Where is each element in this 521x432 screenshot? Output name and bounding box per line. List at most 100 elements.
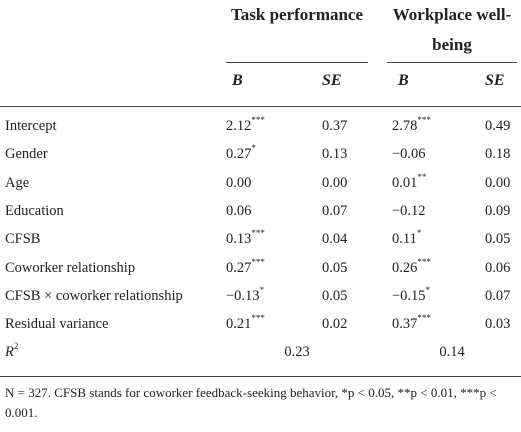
cell: 2.78***: [392, 115, 431, 135]
column-header: SE: [322, 72, 342, 89]
cell: 0.04: [322, 231, 347, 248]
cell: 0.09: [485, 203, 510, 220]
cell-value: −0.12: [392, 202, 426, 219]
cell: 0.37***: [392, 313, 431, 333]
row-label: Intercept: [5, 118, 57, 134]
cell-value: 0.21: [226, 316, 252, 333]
cell: 2.12***: [226, 115, 265, 135]
cell: 0.27*: [226, 143, 256, 163]
cell-value: 0.06: [485, 259, 511, 276]
significance: ***: [251, 228, 265, 239]
cell-value: 0.11: [392, 231, 417, 248]
group-rule: [387, 62, 517, 63]
row-label: Education: [5, 202, 64, 219]
significance: *: [259, 284, 265, 295]
cell: −0.06: [392, 146, 426, 163]
cell-value: 0.03: [485, 316, 511, 333]
header-rule: [0, 106, 521, 107]
cell-value: 0.27: [226, 146, 252, 163]
cell-value: 0.13: [226, 231, 252, 248]
significance: **: [417, 171, 427, 182]
cell: 0.02: [322, 316, 347, 333]
significance: *: [251, 143, 256, 154]
cell-value: 2.12: [226, 118, 252, 134]
cell-value: 0.49: [485, 118, 511, 134]
cell-value: 0.37: [322, 118, 348, 134]
cell: 0.13***: [226, 228, 265, 248]
r2-value: 0.23: [284, 344, 310, 361]
cell: 0.00: [226, 175, 251, 192]
cell-value: 0.18: [485, 146, 511, 163]
cell-value: 0.09: [485, 202, 511, 219]
column-header: B: [232, 72, 243, 89]
cell: 0.05: [485, 231, 510, 248]
significance: ***: [417, 313, 431, 324]
cell-value: 2.78: [392, 118, 418, 134]
column-header: SE: [485, 72, 505, 89]
cell-value: −0.06: [392, 146, 426, 163]
significance: ***: [417, 115, 431, 125]
row-label: Coworker relationship: [5, 259, 136, 276]
cell: 0.07: [485, 288, 510, 305]
significance: ***: [251, 115, 265, 125]
group-header: Workplace well-being: [392, 5, 512, 54]
cell: 0.49: [485, 118, 510, 135]
cell: 0.18: [485, 146, 510, 163]
row-label: Age: [5, 174, 30, 191]
cell-value: 0.05: [485, 231, 511, 248]
cell-value: 0.07: [485, 287, 511, 304]
row-label: Residual variance: [5, 316, 109, 333]
cell: 0.05: [322, 288, 347, 305]
row-label: Gender: [5, 146, 48, 163]
cell-value: 0.13: [322, 146, 348, 163]
cell-value: −0.13: [226, 287, 260, 304]
r2-value: 0.14: [439, 344, 465, 361]
row-label: CFSB: [5, 231, 41, 248]
cell-value: 0.07: [322, 202, 348, 219]
cell-value: 0.02: [322, 316, 348, 333]
cell: 0.03: [485, 316, 510, 333]
cell: 0.00: [485, 175, 510, 192]
bottom-rule: [0, 376, 521, 377]
significance: *: [425, 284, 431, 295]
cell: 0.27***: [226, 256, 265, 277]
cell: 0.21***: [226, 313, 265, 333]
footnote: N = 327. CFSB stands for coworker feedba…: [5, 385, 497, 420]
cell-value: 0.05: [322, 287, 348, 304]
cell: 0.06: [226, 203, 251, 220]
cell-value: 0.00: [226, 174, 252, 191]
cell-value: 0.27: [226, 259, 252, 276]
group-rule: [226, 62, 368, 63]
cell: −0.13*: [226, 284, 265, 305]
group-header: Task performance: [230, 5, 364, 24]
cell: 0.01**: [392, 171, 427, 192]
cell: 0.11*: [392, 228, 422, 248]
cell: 0.13: [322, 146, 347, 163]
cell-value: 0.04: [322, 231, 348, 248]
column-header: B: [398, 72, 409, 89]
cell-value: 0.05: [322, 259, 348, 276]
cell: −0.12: [392, 203, 426, 220]
cell: 0.05: [322, 260, 347, 277]
cell-value: −0.15: [392, 287, 426, 304]
row-label: CFSB × coworker relationship: [5, 287, 183, 304]
cell: −0.15*: [392, 284, 431, 305]
r2-label: R: [5, 344, 14, 361]
cell-value: 0.00: [485, 174, 511, 191]
cell: 0.37: [322, 118, 347, 135]
significance: ***: [251, 313, 265, 324]
cell: 0.07: [322, 203, 347, 220]
cell: 0.26***: [392, 257, 431, 277]
cell-value: 0.06: [226, 202, 252, 219]
cell: 0.06: [485, 260, 510, 277]
cell-value: 0.37: [392, 316, 418, 333]
cell: 0.00: [322, 175, 347, 192]
significance: *: [416, 228, 422, 239]
significance: ***: [251, 256, 265, 267]
cell-value: 0.00: [322, 174, 348, 191]
row-label: R2: [5, 341, 19, 361]
cell-value: 0.01: [392, 174, 418, 191]
cell-value: 0.26: [392, 259, 418, 276]
r2-sup: 2: [13, 341, 19, 352]
